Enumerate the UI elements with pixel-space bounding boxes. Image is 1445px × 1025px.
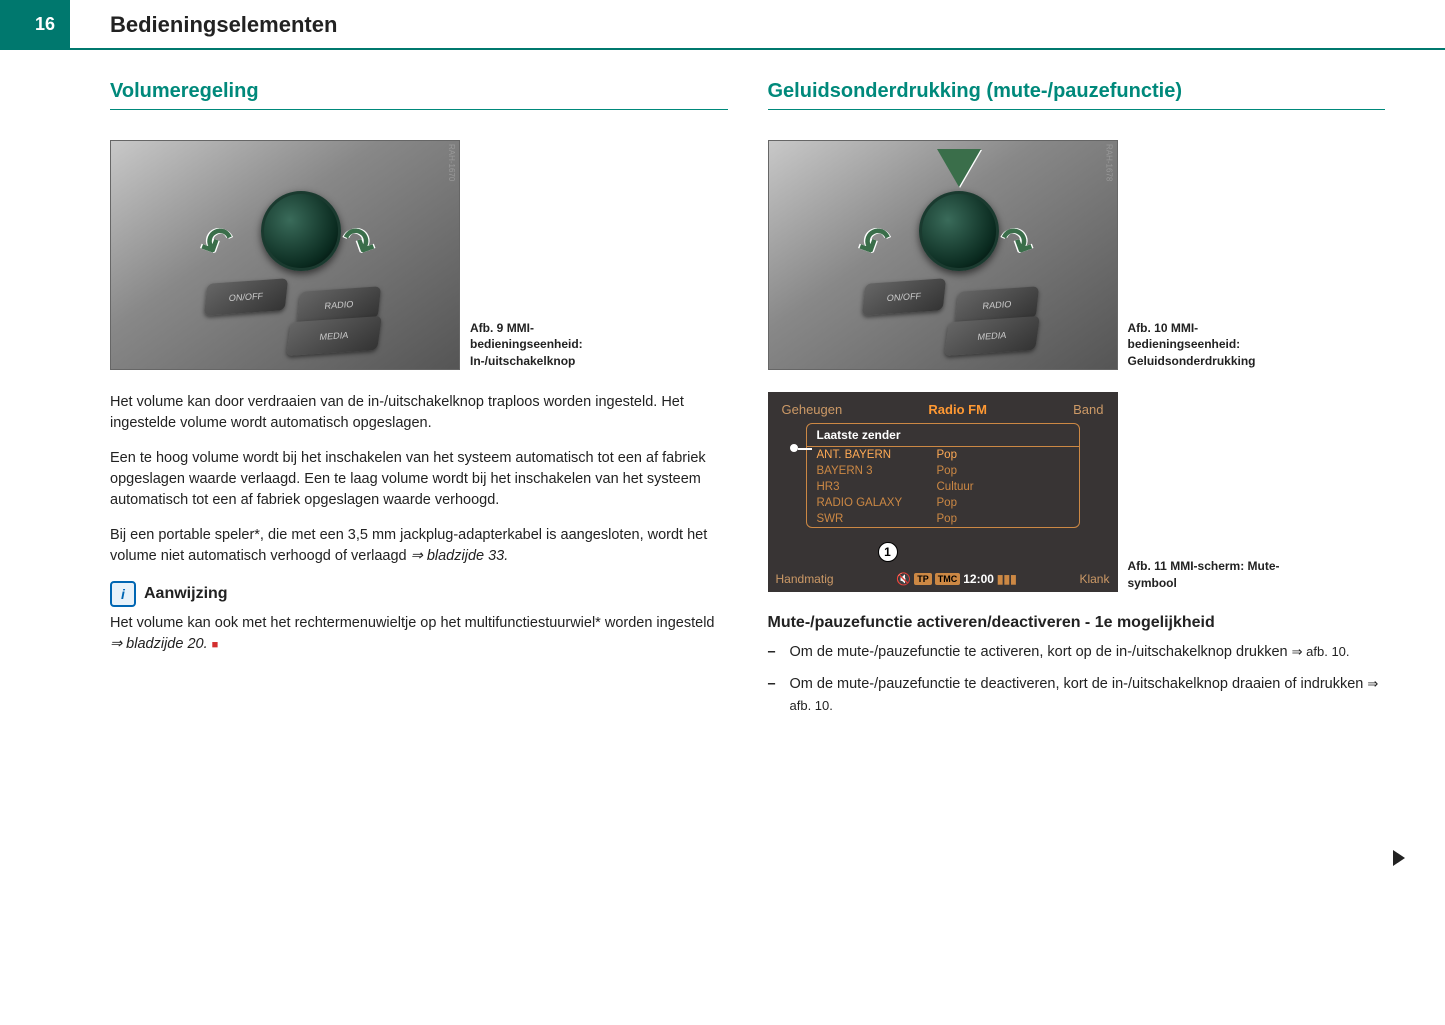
- radio-status: 🔇 TP TMC 12:00 ▮▮▮: [896, 572, 1016, 586]
- radio-top-bar: Geheugen Radio FM Band: [776, 400, 1110, 419]
- right-column: Geluidsonderdrukking (mute-/pauzefunctie…: [768, 80, 1386, 727]
- radio-bottom-bar: Handmatig 🔇 TP TMC 12:00 ▮▮▮ Klank: [776, 572, 1110, 586]
- p3-text: Bij een portable speler*, die met een 3,…: [110, 527, 707, 564]
- radio-genre: Pop: [937, 513, 957, 525]
- radio-station: ANT. BAYERN: [817, 449, 937, 461]
- info-icon: i: [110, 581, 136, 607]
- radio-genre: Pop: [937, 497, 957, 509]
- mmi-knob-icon: [919, 191, 999, 271]
- figure-9-caption-bold: Afb. 9: [470, 321, 503, 335]
- note-label: Aanwijzing: [144, 585, 228, 603]
- chapter-title: Bedieningselementen: [110, 12, 337, 38]
- page-number-tab: 16: [0, 0, 70, 48]
- radio-memory-label: Geheugen: [782, 402, 843, 417]
- content-area: Volumeregeling RAH-1670 ↶ ↶ ON/OFF RADIO…: [110, 80, 1385, 727]
- mute-speaker-icon: 🔇: [896, 572, 911, 586]
- figure-10-image: RAH-1678 ↶ ↶ ON/OFF RADIO MEDIA: [768, 140, 1118, 370]
- radio-row-4: SWR Pop: [807, 511, 1079, 527]
- section-volumeregeling: Volumeregeling: [110, 80, 728, 110]
- figure-9-image: RAH-1670 ↶ ↶ ON/OFF RADIO MEDIA: [110, 140, 460, 370]
- press-down-arrow-icon: [937, 149, 981, 187]
- radio-genre: Cultuur: [937, 481, 974, 493]
- radio-selected-dot-icon: [790, 444, 798, 452]
- console-media-button: MEDIA: [944, 316, 1040, 356]
- left-column: Volumeregeling RAH-1670 ↶ ↶ ON/OFF RADIO…: [110, 80, 728, 727]
- figure-10-row: RAH-1678 ↶ ↶ ON/OFF RADIO MEDIA Afb. 10 …: [768, 140, 1386, 370]
- radio-station: HR3: [817, 481, 937, 493]
- li2-text: Om de mute-/pauzefunctie te deactiveren,…: [790, 676, 1368, 692]
- figure-11-row: Geheugen Radio FM Band Laatste zender AN…: [768, 392, 1386, 592]
- note-ref: ⇒ bladzijde 20.: [110, 636, 208, 652]
- radio-row-2: HR3 Cultuur: [807, 479, 1079, 495]
- figure-11-caption-bold: Afb. 11: [1128, 559, 1167, 573]
- radio-list-header: Laatste zender: [807, 424, 1079, 447]
- instruction-item-2: Om de mute-/pauzefunctie te deactiveren,…: [768, 674, 1386, 718]
- body-paragraph-2: Een te hoog volume wordt bij het inschak…: [110, 448, 728, 511]
- radio-row-3: RADIO GALAXY Pop: [807, 495, 1079, 511]
- figure-10-caption-bold: Afb. 10: [1128, 321, 1168, 335]
- section-end-icon: ■: [212, 639, 219, 651]
- radio-genre: Pop: [937, 465, 957, 477]
- radio-row-0: ANT. BAYERN Pop: [807, 447, 1079, 463]
- page-number: 16: [35, 14, 55, 35]
- radio-time: 12:00: [963, 572, 994, 586]
- radio-station: SWR: [817, 513, 937, 525]
- note-text: Het volume kan ook met het rechtermenuwi…: [110, 613, 728, 655]
- console-media-button: MEDIA: [286, 316, 382, 356]
- li1-ref: ⇒ afb. 10.: [1292, 644, 1350, 659]
- rotate-left-arrow-icon: ↶: [193, 216, 243, 272]
- rotate-left-arrow-icon: ↶: [850, 216, 900, 272]
- figure-9-caption: Afb. 9 MMI-bedieningseenheid: In-/uitsch…: [470, 320, 640, 370]
- mute-callout-marker: 1: [878, 542, 898, 562]
- instruction-list: Om de mute-/pauzefunctie te activeren, k…: [768, 642, 1386, 717]
- header-divider: [0, 48, 1445, 50]
- body-paragraph-1: Het volume kan door verdraaien van de in…: [110, 392, 728, 434]
- radio-station: RADIO GALAXY: [817, 497, 937, 509]
- mmi-knob-icon: [261, 191, 341, 271]
- body-paragraph-3: Bij een portable speler*, die met een 3,…: [110, 525, 728, 567]
- li1-text: Om de mute-/pauzefunctie te activeren, k…: [790, 644, 1292, 660]
- figure-11-caption: Afb. 11 MMI-scherm: Mute-symbool: [1128, 558, 1298, 592]
- console-onoff-button: ON/OFF: [861, 278, 945, 316]
- radio-selected-line-icon: [798, 448, 812, 450]
- console-onoff-button: ON/OFF: [204, 278, 288, 316]
- instruction-item-1: Om de mute-/pauzefunctie te activeren, k…: [768, 642, 1386, 664]
- note-header: i Aanwijzing: [110, 581, 728, 607]
- radio-fm-label: Radio FM: [928, 402, 987, 417]
- radio-station: BAYERN 3: [817, 465, 937, 477]
- tp-badge: TP: [914, 573, 932, 585]
- radio-list-box: Laatste zender ANT. BAYERN Pop BAYERN 3 …: [806, 423, 1080, 528]
- tmc-badge: TMC: [935, 573, 961, 585]
- note-text-a: Het volume kan ook met het rechtermenuwi…: [110, 615, 714, 631]
- radio-genre: Pop: [937, 449, 957, 461]
- figure-11-radio-screen: Geheugen Radio FM Band Laatste zender AN…: [768, 392, 1118, 592]
- section-geluidsonderdrukking: Geluidsonderdrukking (mute-/pauzefunctie…: [768, 80, 1386, 110]
- radio-row-1: BAYERN 3 Pop: [807, 463, 1079, 479]
- figure-9-label: RAH-1670: [447, 144, 456, 181]
- p3-ref: ⇒ bladzijde 33.: [411, 548, 509, 564]
- signal-icon: ▮▮▮: [997, 572, 1017, 586]
- radio-band-label: Band: [1073, 402, 1103, 417]
- radio-handmatig-label: Handmatig: [776, 572, 834, 586]
- figure-10-label: RAH-1678: [1105, 144, 1114, 181]
- figure-9-row: RAH-1670 ↶ ↶ ON/OFF RADIO MEDIA Afb. 9 M…: [110, 140, 728, 370]
- radio-klank-label: Klank: [1079, 572, 1109, 586]
- figure-10-caption: Afb. 10 MMI-bedieningseenheid: Geluidson…: [1128, 320, 1298, 370]
- next-page-arrow-icon[interactable]: [1393, 850, 1405, 866]
- subsection-mute: Mute-/pauzefunctie activeren/deactiveren…: [768, 614, 1386, 632]
